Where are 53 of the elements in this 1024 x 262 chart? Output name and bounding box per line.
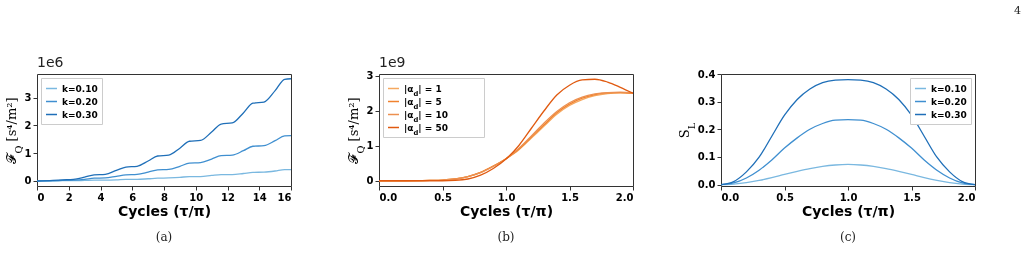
x-tick-label: 1.5 — [561, 191, 579, 203]
legend-label: |α$_{d}$| = 5 — [404, 96, 442, 111]
y-tick-label: 0.1 — [697, 151, 716, 163]
x-tick-label: 10 — [189, 191, 204, 203]
x-tick-label: 0.0 — [721, 191, 740, 203]
x-axis-title: Cycles (τ/π) — [801, 202, 896, 219]
legend-label: |α$_{d}$| = 50 — [404, 122, 448, 137]
y-tick-label: 3 — [366, 70, 374, 82]
x-axis-title: Cycles (τ/π) — [459, 202, 554, 219]
legend-label: k=0.20 — [62, 96, 98, 107]
line-series — [721, 78, 975, 186]
x-tick-label: 1.0 — [497, 191, 516, 203]
y-tick-label: 0.3 — [697, 96, 716, 108]
x-tick-label: 0 — [37, 191, 45, 203]
x-tick-label: 12 — [221, 191, 235, 203]
y-tick-label: 0 — [24, 175, 32, 187]
legend-label: k=0.10 — [931, 83, 967, 94]
legend-label: k=0.20 — [931, 96, 967, 107]
legend-label: k=0.30 — [62, 109, 98, 120]
text: (c) — [839, 230, 857, 244]
legend-label: |α$_{d}$| = 1 — [404, 83, 442, 98]
y-tick-label: 1 — [24, 147, 32, 159]
x-tick-label: 0.5 — [434, 191, 452, 203]
text: 1e6 — [37, 54, 64, 70]
x-tick-label: 8 — [161, 191, 169, 203]
y-tick-label: 2 — [366, 105, 374, 117]
x-tick-label: 4 — [97, 191, 105, 203]
y-tick-label: 0.0 — [697, 179, 716, 191]
x-tick-label: 6 — [129, 191, 137, 203]
y-tick-label: 1 — [366, 140, 374, 152]
legend-label: k=0.10 — [62, 83, 98, 94]
x-tick-label: 0.0 — [379, 191, 398, 203]
text: 1e9 — [379, 54, 406, 70]
x-tick-label: 2.0 — [957, 191, 976, 203]
y-tick-label: 0.4 — [697, 68, 716, 80]
x-tick-label: 2 — [65, 191, 73, 203]
x-tick-label: 0.5 — [776, 191, 794, 203]
text: 4 — [1014, 4, 1021, 17]
legend-label: |α$_{d}$| = 10 — [404, 109, 448, 124]
line-series — [37, 78, 291, 182]
text: (a) — [155, 230, 173, 244]
x-tick-label: 1.0 — [839, 191, 858, 203]
x-tick-label: 1.5 — [903, 191, 921, 203]
x-tick-label: 16 — [277, 191, 292, 203]
y-tick-label: 3 — [24, 92, 32, 104]
text: (b) — [497, 230, 515, 244]
y-tick-label: 0 — [366, 175, 374, 187]
x-axis-title: Cycles (τ/π) — [117, 202, 212, 219]
x-tick-label: 2.0 — [615, 191, 634, 203]
x-tick-label: 14 — [252, 191, 267, 203]
y-tick-label: 2 — [24, 119, 32, 131]
legend-label: k=0.30 — [931, 109, 967, 120]
y-tick-label: 0.2 — [697, 123, 716, 135]
